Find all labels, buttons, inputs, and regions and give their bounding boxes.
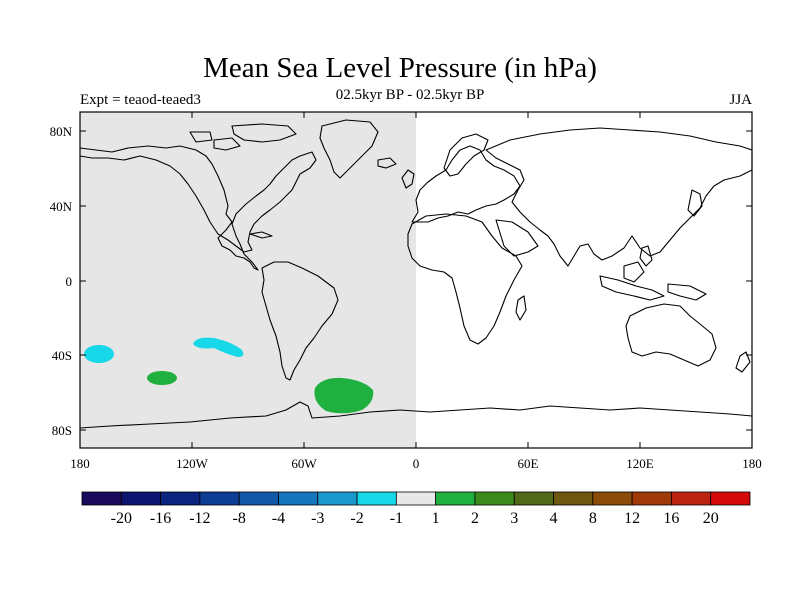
coastline-madagascar	[515, 295, 527, 321]
legend-label: -12	[189, 510, 210, 527]
lon-tick-label: 60W	[291, 456, 317, 471]
lon-tick-label: 180	[70, 456, 90, 471]
legend-label: -4	[272, 510, 285, 527]
legend-label: -3	[311, 510, 324, 527]
legend-color-box	[474, 491, 515, 506]
legend-label: 20	[703, 510, 719, 527]
lon-tick-label: 180	[742, 456, 762, 471]
coastlines	[79, 119, 753, 429]
green-anomaly-blob	[147, 371, 177, 385]
coastline-new-guinea	[667, 283, 707, 301]
coastline-greenland	[319, 119, 379, 179]
lat-axis	[80, 130, 752, 431]
season-label: JJA	[729, 92, 752, 108]
coastline-south-america	[261, 261, 339, 381]
legend-color-box	[435, 491, 476, 506]
lon-axis	[191, 112, 641, 448]
legend-color-box	[592, 491, 633, 506]
legend-labels: -20 -16 -12 -8 -4 -3 -2 -1 1 2 3 4 8 12 16 20	[111, 510, 719, 527]
legend-color-box	[120, 491, 161, 506]
legend-color-box	[160, 491, 201, 506]
legend-label: -16	[150, 510, 171, 527]
lon-tick-label: 0	[413, 456, 420, 471]
lon-tick-label: 120W	[176, 456, 209, 471]
coastline-caribbean	[249, 231, 273, 239]
legend-color-box	[395, 491, 437, 506]
lat-tick-label: 80S	[52, 423, 72, 438]
coastline-new-zealand	[735, 351, 751, 373]
experiment-label: Expt = teaod-teaed3	[80, 92, 201, 108]
coastline-indonesia	[599, 275, 665, 301]
lat-tick-label: 0	[66, 274, 73, 289]
coastline-europe	[411, 145, 521, 223]
green-anomaly-blob	[314, 377, 374, 414]
legend-color-box	[278, 491, 319, 506]
chart-title: Mean Sea Level Pressure (in hPa)	[203, 52, 597, 84]
legend-label: -2	[350, 510, 363, 527]
legend-label: 4	[550, 510, 558, 527]
legend-color-box	[317, 491, 358, 506]
legend-label: -1	[390, 510, 403, 527]
legend-label: 8	[589, 510, 597, 527]
coastline-iceland	[377, 157, 397, 169]
coastline-antarctica	[79, 401, 753, 429]
legend-color-box	[671, 491, 712, 506]
legend-color-box	[710, 491, 751, 506]
legend-color-box	[238, 491, 279, 506]
legend-color-box	[631, 491, 672, 506]
lon-tick-label: 60E	[518, 456, 539, 471]
coastline-australia	[625, 303, 717, 367]
coastline-arctic-islands	[213, 137, 241, 151]
coastline-borneo	[623, 261, 645, 283]
cyan-anomaly-blob	[193, 337, 244, 357]
legend-label: -20	[111, 510, 132, 527]
legend-color-box	[81, 491, 122, 506]
coastline-scandinavia	[443, 133, 489, 177]
lat-tick-label: 40S	[52, 348, 72, 363]
lon-tick-label: 120E	[626, 456, 654, 471]
legend-label: -8	[233, 510, 246, 527]
coastline-north-america	[79, 145, 317, 271]
coastline-philippines	[639, 245, 653, 267]
coastline-british-isles	[401, 169, 415, 189]
lat-tick-label: 80N	[50, 124, 73, 139]
map-panel	[79, 111, 753, 449]
color-legend	[81, 491, 751, 506]
coastline-africa	[407, 213, 523, 345]
legend-color-box	[513, 491, 554, 506]
legend-color-box	[356, 491, 397, 506]
coastline-japan	[687, 189, 703, 217]
coastline-arctic-islands	[189, 131, 213, 143]
coastline-asia	[485, 127, 753, 267]
legend-label: 1	[432, 510, 440, 527]
lat-tick-label: 40N	[50, 199, 73, 214]
coastline-arabia	[495, 219, 539, 257]
coastline-arctic-islands	[231, 123, 297, 143]
legend-label: 12	[624, 510, 640, 527]
legend-color-box	[199, 491, 240, 506]
cyan-anomaly-blob	[84, 345, 114, 363]
legend-color-box	[553, 491, 594, 506]
legend-label: 3	[510, 510, 518, 527]
period-label: 02.5kyr BP - 02.5kyr BP	[335, 87, 485, 103]
legend-label: 2	[471, 510, 479, 527]
legend-label: 16	[663, 510, 679, 527]
